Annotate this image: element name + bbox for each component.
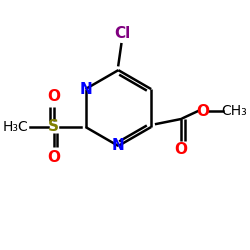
Text: O: O bbox=[47, 88, 60, 104]
Text: H₃C: H₃C bbox=[3, 120, 29, 134]
Text: O: O bbox=[196, 104, 209, 118]
Text: N: N bbox=[79, 82, 92, 96]
Text: Cl: Cl bbox=[114, 26, 130, 41]
Text: CH₃: CH₃ bbox=[221, 104, 247, 118]
Text: O: O bbox=[47, 150, 60, 166]
Text: S: S bbox=[48, 120, 59, 134]
Text: O: O bbox=[174, 142, 188, 158]
Text: N: N bbox=[112, 138, 125, 154]
